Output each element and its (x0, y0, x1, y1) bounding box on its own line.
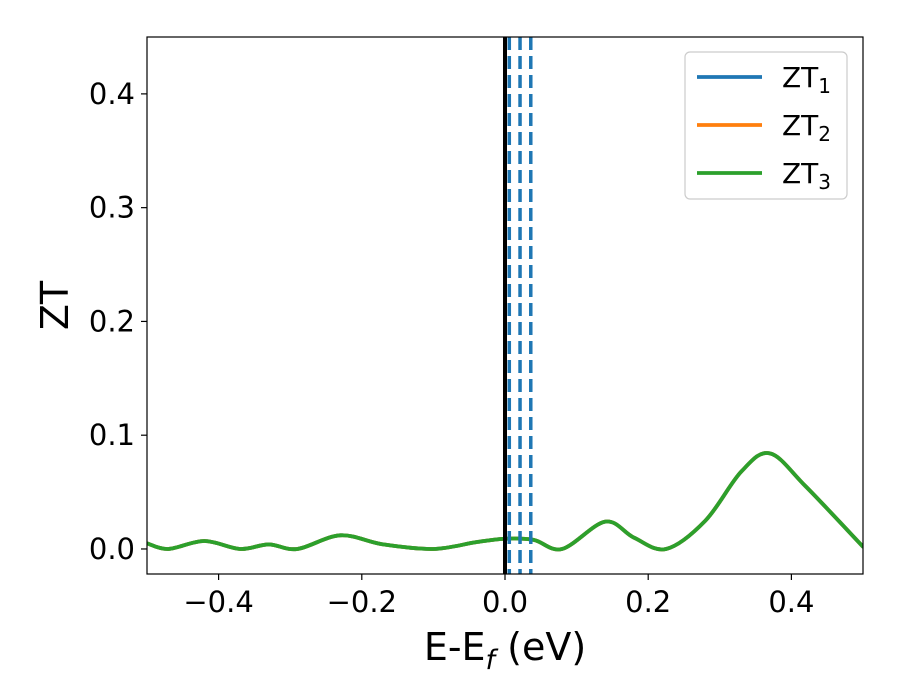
x-tick-label: 0.4 (768, 585, 814, 619)
y-tick-label: 0.0 (89, 532, 135, 566)
axes: −0.4 −0.2 0.0 0.2 0.4 0.0 0.1 0.2 0.3 0.4 E-Ef (eV… (33, 36, 864, 676)
y-axis-label: ZT (33, 280, 77, 330)
y-tick-label: 0.1 (89, 418, 135, 452)
x-tick-label: −0.4 (183, 585, 253, 619)
plot-area (147, 37, 863, 574)
legend-box (684, 51, 848, 200)
legend-label-3: ZT3 (782, 157, 831, 194)
y-tick-label: 0.2 (89, 304, 135, 338)
x-tick-label: −0.2 (327, 585, 397, 619)
x-tick-label: 0.0 (482, 585, 528, 619)
legend: ZT1 ZT2 ZT3 (684, 51, 848, 200)
y-tick-label: 0.3 (89, 191, 135, 225)
x-tick-label: 0.2 (625, 585, 671, 619)
legend-label-2: ZT2 (782, 109, 831, 146)
y-tick-label: 0.4 (89, 77, 135, 111)
legend-label-1: ZT1 (782, 61, 831, 98)
x-axis-label: E-Ef (eV) (424, 625, 586, 676)
